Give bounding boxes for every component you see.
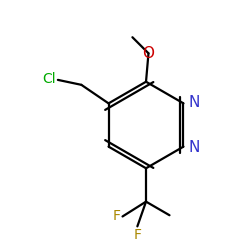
Text: F: F xyxy=(112,210,120,224)
Text: N: N xyxy=(189,140,200,155)
Text: O: O xyxy=(142,46,154,61)
Text: F: F xyxy=(133,228,141,242)
Text: Cl: Cl xyxy=(42,72,56,86)
Text: N: N xyxy=(189,95,200,110)
